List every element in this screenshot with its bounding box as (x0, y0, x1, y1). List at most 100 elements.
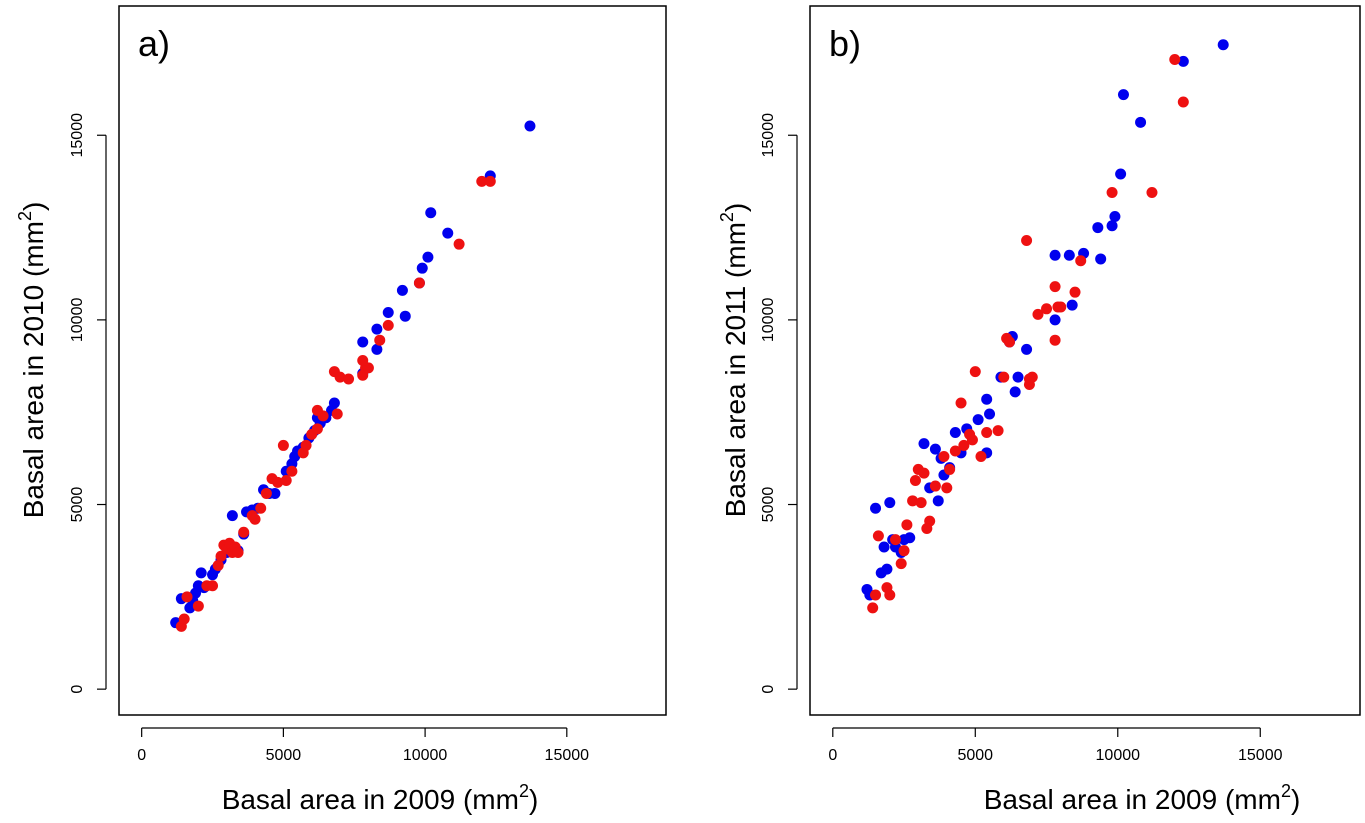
data-point-series-2 (1169, 54, 1181, 66)
data-point-series-2 (909, 475, 921, 487)
points-layer (170, 120, 536, 632)
data-point-series-2 (1021, 234, 1033, 246)
data-point-series-1 (1066, 299, 1078, 311)
data-point-series-2 (260, 487, 272, 499)
x-axis-label: Basal area in 2009 (mm2) (222, 781, 539, 815)
y-axis: 0 5000 10000 15000 (69, 113, 107, 694)
data-point-series-2 (929, 480, 941, 492)
y-tick-label: 0 (69, 685, 86, 694)
data-point-series-2 (286, 465, 298, 477)
data-point-series-2 (300, 439, 312, 451)
points-layer (861, 39, 1229, 614)
data-point-series-1 (981, 393, 993, 405)
data-point-series-1 (884, 497, 896, 509)
x-tick-label: 15000 (1238, 747, 1283, 764)
data-point-series-2 (311, 423, 323, 435)
data-point-series-2 (334, 371, 346, 383)
data-point-series-1 (1109, 210, 1121, 222)
data-point-series-2 (915, 497, 927, 509)
data-point-series-2 (1041, 303, 1053, 315)
y-axis-label: Basal area in 2011 (mm2) (717, 203, 751, 518)
data-point-series-2 (1075, 255, 1087, 267)
data-point-series-2 (255, 502, 267, 514)
data-point-series-1 (1115, 168, 1127, 180)
data-point-series-1 (416, 262, 428, 274)
data-point-series-1 (1009, 386, 1021, 398)
data-point-series-2 (907, 495, 919, 507)
data-point-series-2 (212, 559, 224, 571)
data-point-series-2 (958, 439, 970, 451)
y-tick-label: 5000 (69, 487, 86, 523)
data-point-series-1 (328, 397, 340, 409)
data-point-series-2 (872, 530, 884, 542)
data-point-series-2 (992, 425, 1004, 437)
data-point-series-1 (984, 408, 996, 420)
data-point-series-2 (249, 513, 261, 525)
data-point-series-2 (1049, 334, 1061, 346)
data-point-series-1 (1012, 371, 1024, 383)
data-point-series-2 (1106, 186, 1118, 198)
data-point-series-2 (938, 451, 950, 463)
data-point-series-1 (382, 306, 394, 318)
data-point-series-2 (232, 547, 244, 559)
data-point-series-1 (371, 343, 383, 355)
data-point-series-2 (343, 373, 355, 385)
panel-a: a) 0 5000 10000 15000 0 5000 10000 15000 Basal… (15, 5, 667, 815)
data-point-series-2 (955, 397, 967, 409)
x-tick-label: 5000 (266, 747, 302, 764)
panel-b: b) 0 5000 10000 15000 0 5000 10000 15000 Basal… (717, 5, 1361, 815)
data-point-series-1 (918, 438, 930, 450)
data-point-series-1 (357, 336, 369, 348)
data-point-series-1 (442, 227, 454, 239)
data-point-series-1 (1106, 220, 1118, 232)
data-point-series-2 (1177, 96, 1189, 108)
data-point-series-2 (178, 613, 190, 625)
data-point-series-2 (884, 589, 896, 601)
data-point-series-2 (476, 175, 488, 187)
data-point-series-2 (277, 439, 289, 451)
plot-frame (118, 5, 667, 716)
data-point-series-2 (453, 238, 465, 250)
data-point-series-2 (975, 451, 987, 463)
y-tick-label: 15000 (69, 113, 86, 158)
x-tick-label: 5000 (957, 747, 993, 764)
data-point-series-2 (981, 427, 993, 439)
data-point-series-2 (1049, 281, 1061, 293)
x-tick-label: 0 (137, 747, 146, 764)
data-point-series-1 (226, 510, 238, 522)
x-tick-label: 0 (828, 747, 837, 764)
data-point-series-1 (878, 541, 890, 553)
data-point-series-1 (1177, 55, 1189, 67)
data-point-series-1 (881, 563, 893, 575)
y-axis: 0 5000 10000 15000 (760, 113, 798, 694)
data-point-series-2 (1055, 301, 1067, 313)
data-point-series-1 (524, 120, 536, 132)
data-point-series-1 (371, 323, 383, 335)
data-point-series-2 (966, 434, 978, 446)
data-point-series-1 (399, 310, 411, 322)
data-point-series-1 (1092, 222, 1104, 234)
data-point-series-2 (1003, 336, 1015, 348)
data-point-series-2 (918, 467, 930, 479)
data-point-series-1 (1021, 343, 1033, 355)
data-point-series-2 (413, 277, 425, 289)
data-point-series-2 (207, 580, 219, 592)
y-tick-label: 15000 (760, 113, 777, 158)
data-point-series-2 (238, 526, 250, 538)
data-point-series-2 (272, 476, 284, 488)
data-point-series-1 (929, 443, 941, 455)
data-point-series-2 (1032, 308, 1044, 320)
data-point-series-2 (331, 408, 343, 420)
data-point-series-1 (904, 532, 916, 544)
y-tick-label: 5000 (760, 487, 777, 523)
data-point-series-2 (1069, 286, 1081, 298)
data-point-series-2 (1023, 373, 1035, 385)
data-point-series-2 (901, 519, 913, 531)
data-point-series-1 (396, 284, 408, 296)
data-point-series-2 (867, 602, 879, 614)
data-point-series-2 (357, 355, 369, 366)
data-point-series-1 (1049, 249, 1061, 261)
data-point-series-1 (1217, 39, 1229, 51)
data-point-series-1 (422, 251, 434, 263)
